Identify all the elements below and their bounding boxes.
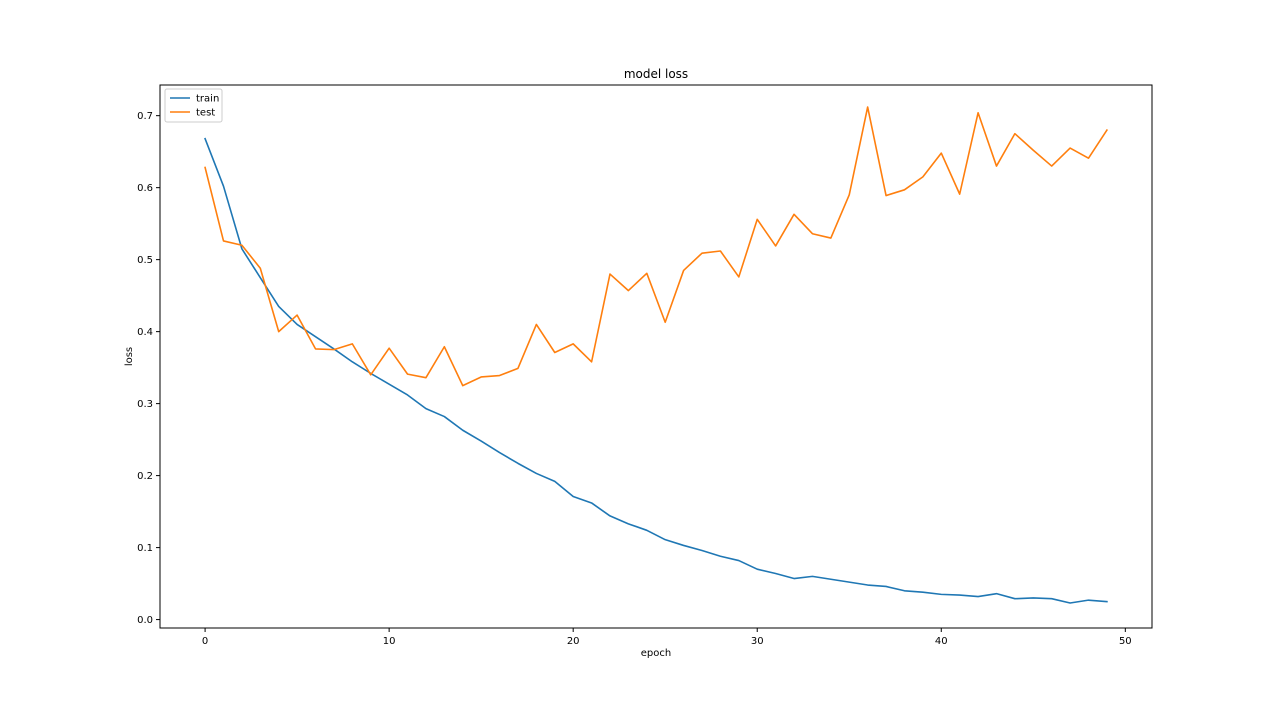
chart-title: model loss (624, 67, 688, 81)
y-tick-label: 0.2 (137, 471, 153, 482)
y-tick-label: 0.0 (137, 615, 153, 626)
x-tick-label: 50 (1119, 636, 1132, 647)
legend-label-train: train (196, 94, 219, 105)
series-line-test (204, 106, 1109, 387)
y-tick-label: 0.5 (137, 255, 153, 266)
y-tick-label: 0.3 (137, 399, 153, 410)
x-tick-label: 30 (751, 636, 764, 647)
x-tick-label: 0 (202, 636, 208, 647)
y-axis-ticks: 0.0 0.1 0.2 0.3 0.4 0.5 0.6 0.7 (137, 111, 160, 626)
y-tick-label: 0.4 (137, 327, 153, 338)
y-tick-label: 0.6 (137, 183, 153, 194)
x-tick-label: 20 (567, 636, 580, 647)
legend-label-test: test (196, 108, 215, 119)
series-line-train (204, 137, 1108, 604)
plot-frame (159, 84, 1153, 629)
y-tick-label: 0.1 (137, 543, 153, 554)
x-axis-label: epoch (641, 648, 671, 659)
x-axis-ticks: 0 10 20 30 40 50 (202, 628, 1132, 647)
x-tick-label: 40 (935, 636, 948, 647)
plot-lines (204, 106, 1109, 604)
y-tick-label: 0.7 (137, 111, 153, 122)
y-axis-label: loss (124, 347, 135, 366)
x-tick-label: 10 (383, 636, 396, 647)
legend: train test (164, 88, 223, 123)
